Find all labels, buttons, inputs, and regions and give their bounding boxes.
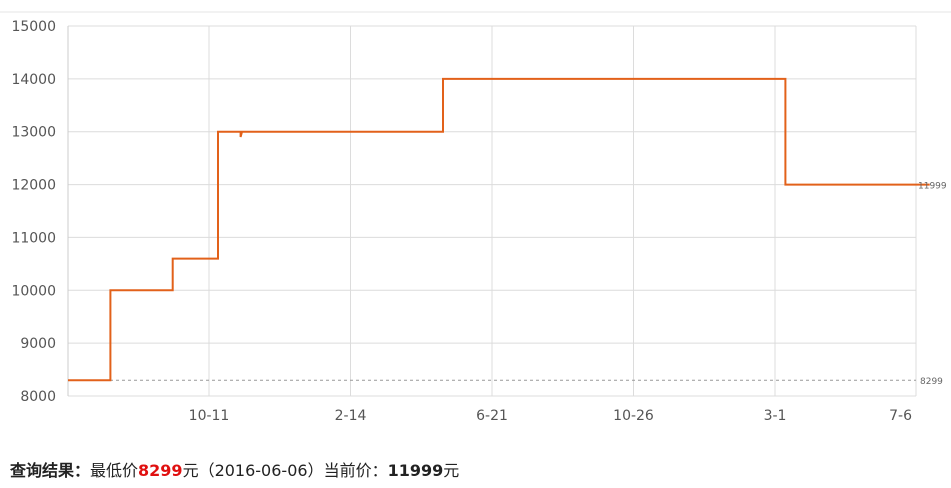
current-price-prefix: 当前价：	[323, 461, 388, 480]
current-price-suffix: 元	[443, 461, 460, 480]
low-price-suffix: 元（2016-06-06）	[182, 461, 324, 480]
grid	[67, 25, 917, 397]
y-tick-label: 8000	[20, 389, 56, 405]
x-axis: 10-11 2-14 6-21 10-26 3-1 7-6	[189, 408, 912, 424]
y-tick-label: 11000	[11, 230, 56, 246]
x-tick-label: 2-14	[335, 408, 367, 424]
result-label: 查询结果：	[10, 461, 91, 480]
price-line	[68, 77, 930, 382]
query-result: 查询结果：最低价8299元（2016-06-06）当前价：11999元	[10, 457, 459, 481]
x-tick-label: 10-11	[189, 408, 230, 424]
x-tick-label: 3-1	[764, 408, 787, 424]
current-price-value: 11999	[387, 461, 444, 480]
x-tick-label: 6-21	[476, 408, 508, 424]
x-tick-label: 7-6	[889, 408, 912, 424]
low-price-value: 8299	[138, 461, 183, 480]
y-tick-label: 14000	[11, 72, 56, 88]
current-price-end-label: 11999	[918, 182, 947, 192]
min-price-label: 8299	[920, 377, 943, 387]
series: 11999	[68, 77, 947, 382]
x-tick-label: 10-26	[613, 408, 654, 424]
price-history-chart: 15000 14000 13000 12000 11000 10000 9000 8000 1…	[0, 11, 951, 424]
y-tick-label: 12000	[11, 178, 56, 194]
y-tick-label: 13000	[11, 125, 56, 141]
y-tick-label: 10000	[11, 283, 56, 299]
y-axis: 15000 14000 13000 12000 11000 10000 9000 8000	[11, 19, 56, 405]
reference-lines: 8299	[68, 377, 943, 387]
y-tick-label: 15000	[11, 19, 56, 35]
y-tick-label: 9000	[20, 336, 56, 352]
low-price-prefix: 最低价	[90, 461, 139, 480]
